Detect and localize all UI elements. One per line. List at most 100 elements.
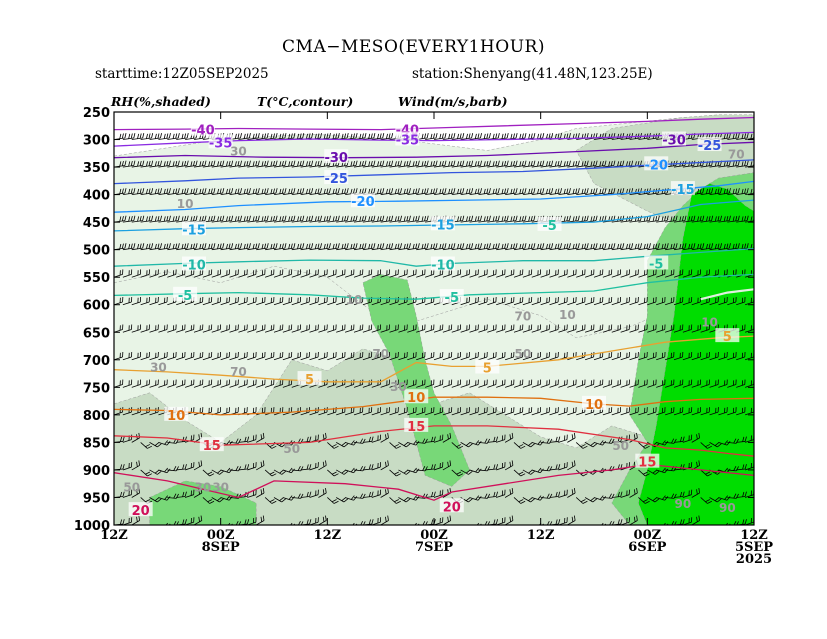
wind-barb-feather: [209, 500, 215, 504]
wind-barb-shaft: [700, 469, 708, 477]
wind-barb-feather: [279, 497, 284, 501]
wind-barb-feather: [566, 188, 569, 194]
wind-barb-feather: [361, 216, 364, 222]
wind-barb-feather: [382, 160, 385, 166]
wind-barb-feather: [333, 106, 334, 111]
chart-title: CMA−MESO(EVERY1HOUR): [282, 37, 545, 57]
wind-barb-shaft: [193, 492, 202, 498]
wind-barb-feather: [204, 188, 207, 194]
wind-barb-feather: [732, 161, 735, 167]
wind-barb-feather: [157, 498, 162, 503]
wind-barb-shaft: [496, 274, 505, 278]
wind-barb-feather: [762, 216, 763, 221]
wind-barb-shaft: [131, 411, 141, 416]
wind-barb-feather: [200, 460, 203, 466]
wind-barb-feather: [341, 188, 344, 194]
wind-barb-feather: [154, 216, 157, 222]
wind-barb-feather: [735, 438, 739, 444]
wind-barb-feather: [551, 160, 554, 166]
wind-barb-feather: [593, 106, 594, 111]
wind-barb-feather: [665, 106, 666, 111]
wind-barb-shaft: [593, 137, 605, 140]
wind-barb-feather: [202, 106, 203, 111]
wind-barb-feather: [342, 106, 343, 111]
wind-barb-feather: [733, 465, 737, 471]
wind-barb-shaft: [336, 274, 345, 278]
wind-barb-feather: [454, 106, 455, 111]
wind-barb-feather: [577, 243, 580, 249]
wind-barb-shaft: [469, 497, 479, 501]
wind-barb-feather: [318, 106, 319, 111]
wind-barb-shaft: [256, 165, 268, 168]
wind-barb-feather: [136, 489, 138, 495]
wind-barb-feather: [509, 434, 512, 440]
wind-barb-feather: [599, 495, 604, 500]
wind-barb-feather: [379, 216, 382, 222]
wind-barb-shaft: [682, 439, 692, 443]
wind-barb-feather: [492, 133, 495, 139]
wind-barb-shaft: [256, 520, 265, 525]
wind-barb-feather: [546, 243, 548, 249]
wind-barb-shaft: [131, 329, 141, 333]
wind-barb-shaft: [629, 274, 639, 278]
wind-barb-feather: [121, 160, 124, 166]
wind-barb-shaft: [327, 411, 337, 416]
wind-barb-feather: [495, 464, 498, 470]
wind-barb-shaft: [247, 165, 259, 168]
wind-barb-feather: [492, 243, 495, 249]
wind-barb-feather: [364, 160, 367, 166]
wind-barb-feather: [306, 106, 307, 111]
wind-barb-shaft: [407, 329, 417, 333]
wind-barb-feather: [231, 160, 234, 166]
wind-barb-feather: [599, 161, 602, 167]
wind-barb-shaft: [336, 192, 348, 195]
wind-barb-shaft: [184, 494, 194, 498]
wind-barb-shaft: [504, 329, 514, 333]
wind-barb-feather: [405, 470, 411, 475]
wind-barb-feather: [128, 133, 131, 139]
wind-barb-feather: [353, 188, 355, 194]
wind-barb-feather: [208, 188, 211, 194]
wind-barb-feather: [371, 436, 374, 442]
wind-barb-shaft: [300, 411, 310, 416]
wind-barb-feather: [226, 243, 228, 249]
wind-barb-shaft: [309, 274, 319, 278]
wind-barb-shaft: [371, 411, 381, 416]
wind-barb-shaft: [211, 497, 220, 503]
wind-barb-shaft: [193, 465, 202, 471]
wind-barb-feather: [344, 133, 347, 139]
wind-barb-feather: [658, 106, 659, 111]
wind-barb-feather: [227, 522, 231, 525]
wind-barb-shaft: [611, 137, 623, 140]
wind-barb-shaft: [558, 494, 568, 498]
wind-barb-feather: [133, 243, 136, 249]
wind-barb-feather: [198, 516, 200, 522]
wind-barb-feather: [435, 243, 438, 249]
wind-barb-shaft: [593, 384, 603, 388]
wind-barb-shaft: [398, 469, 407, 475]
wind-barb-feather: [533, 188, 536, 194]
wind-barb-feather: [139, 243, 142, 249]
temperature-contour-label: -5: [178, 289, 192, 304]
y-tick-label: 750: [83, 381, 110, 396]
wind-barb-shaft: [140, 247, 152, 251]
wind-barb-feather: [142, 160, 145, 166]
wind-barb-feather: [400, 188, 402, 194]
wind-barb-shaft: [469, 247, 481, 251]
wind-barb-feather: [732, 243, 735, 249]
wind-barb-feather: [632, 106, 633, 111]
wind-barb-shaft: [229, 384, 239, 388]
wind-barb-shaft: [211, 274, 221, 278]
wind-barb-shaft: [700, 165, 712, 168]
wind-barb-shaft: [487, 329, 497, 333]
wind-barb-shaft: [602, 192, 614, 195]
wind-barb-shaft: [184, 356, 194, 361]
wind-barb-shaft: [700, 356, 710, 361]
y-tick-label: 900: [83, 464, 110, 479]
wind-barb-feather: [693, 243, 696, 249]
wind-barb-feather: [504, 188, 507, 194]
wind-barb-feather: [504, 243, 507, 249]
wind-barb-feather: [168, 133, 171, 139]
wind-barb-shaft: [407, 165, 419, 168]
wind-barb-feather: [226, 495, 231, 500]
